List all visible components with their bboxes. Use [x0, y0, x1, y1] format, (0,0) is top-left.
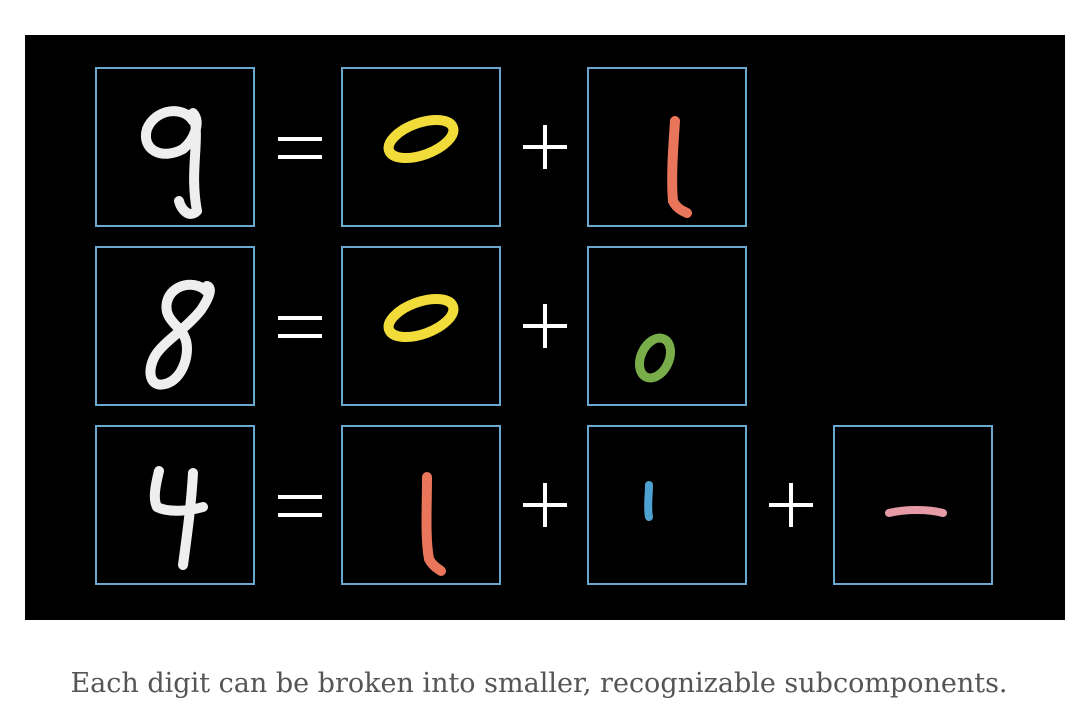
upper-loop-part — [383, 114, 459, 164]
long-stroke-part — [667, 116, 692, 218]
lower-loop-part — [635, 333, 675, 383]
short-stroke-part — [644, 481, 653, 521]
digit-4-glyph — [149, 466, 208, 570]
part-loop-box — [341, 246, 501, 406]
long-stroke-part — [421, 472, 446, 576]
digit-8-box — [95, 246, 255, 406]
part-long-stroke-box — [341, 425, 501, 585]
part-bar-box — [833, 425, 993, 585]
upper-loop-part — [383, 293, 459, 343]
plus-sign — [515, 296, 575, 356]
equals-sign — [270, 475, 330, 535]
digit-9-box — [95, 67, 255, 227]
part-long-stroke-box — [587, 67, 747, 227]
decomposition-figure — [25, 35, 1065, 620]
equals-sign — [270, 117, 330, 177]
figure-caption: Each digit can be broken into smaller, r… — [70, 668, 1008, 699]
part-short-stroke-box — [587, 425, 747, 585]
digit-9-glyph — [140, 106, 202, 219]
horizontal-bar-part — [885, 506, 947, 517]
equals-sign — [270, 296, 330, 356]
digit-8-glyph — [145, 279, 215, 390]
digit-4-box — [95, 425, 255, 585]
plus-sign — [515, 117, 575, 177]
part-loop-box — [341, 67, 501, 227]
part-small-loop-box — [587, 246, 747, 406]
plus-sign — [515, 475, 575, 535]
plus-sign — [761, 475, 821, 535]
